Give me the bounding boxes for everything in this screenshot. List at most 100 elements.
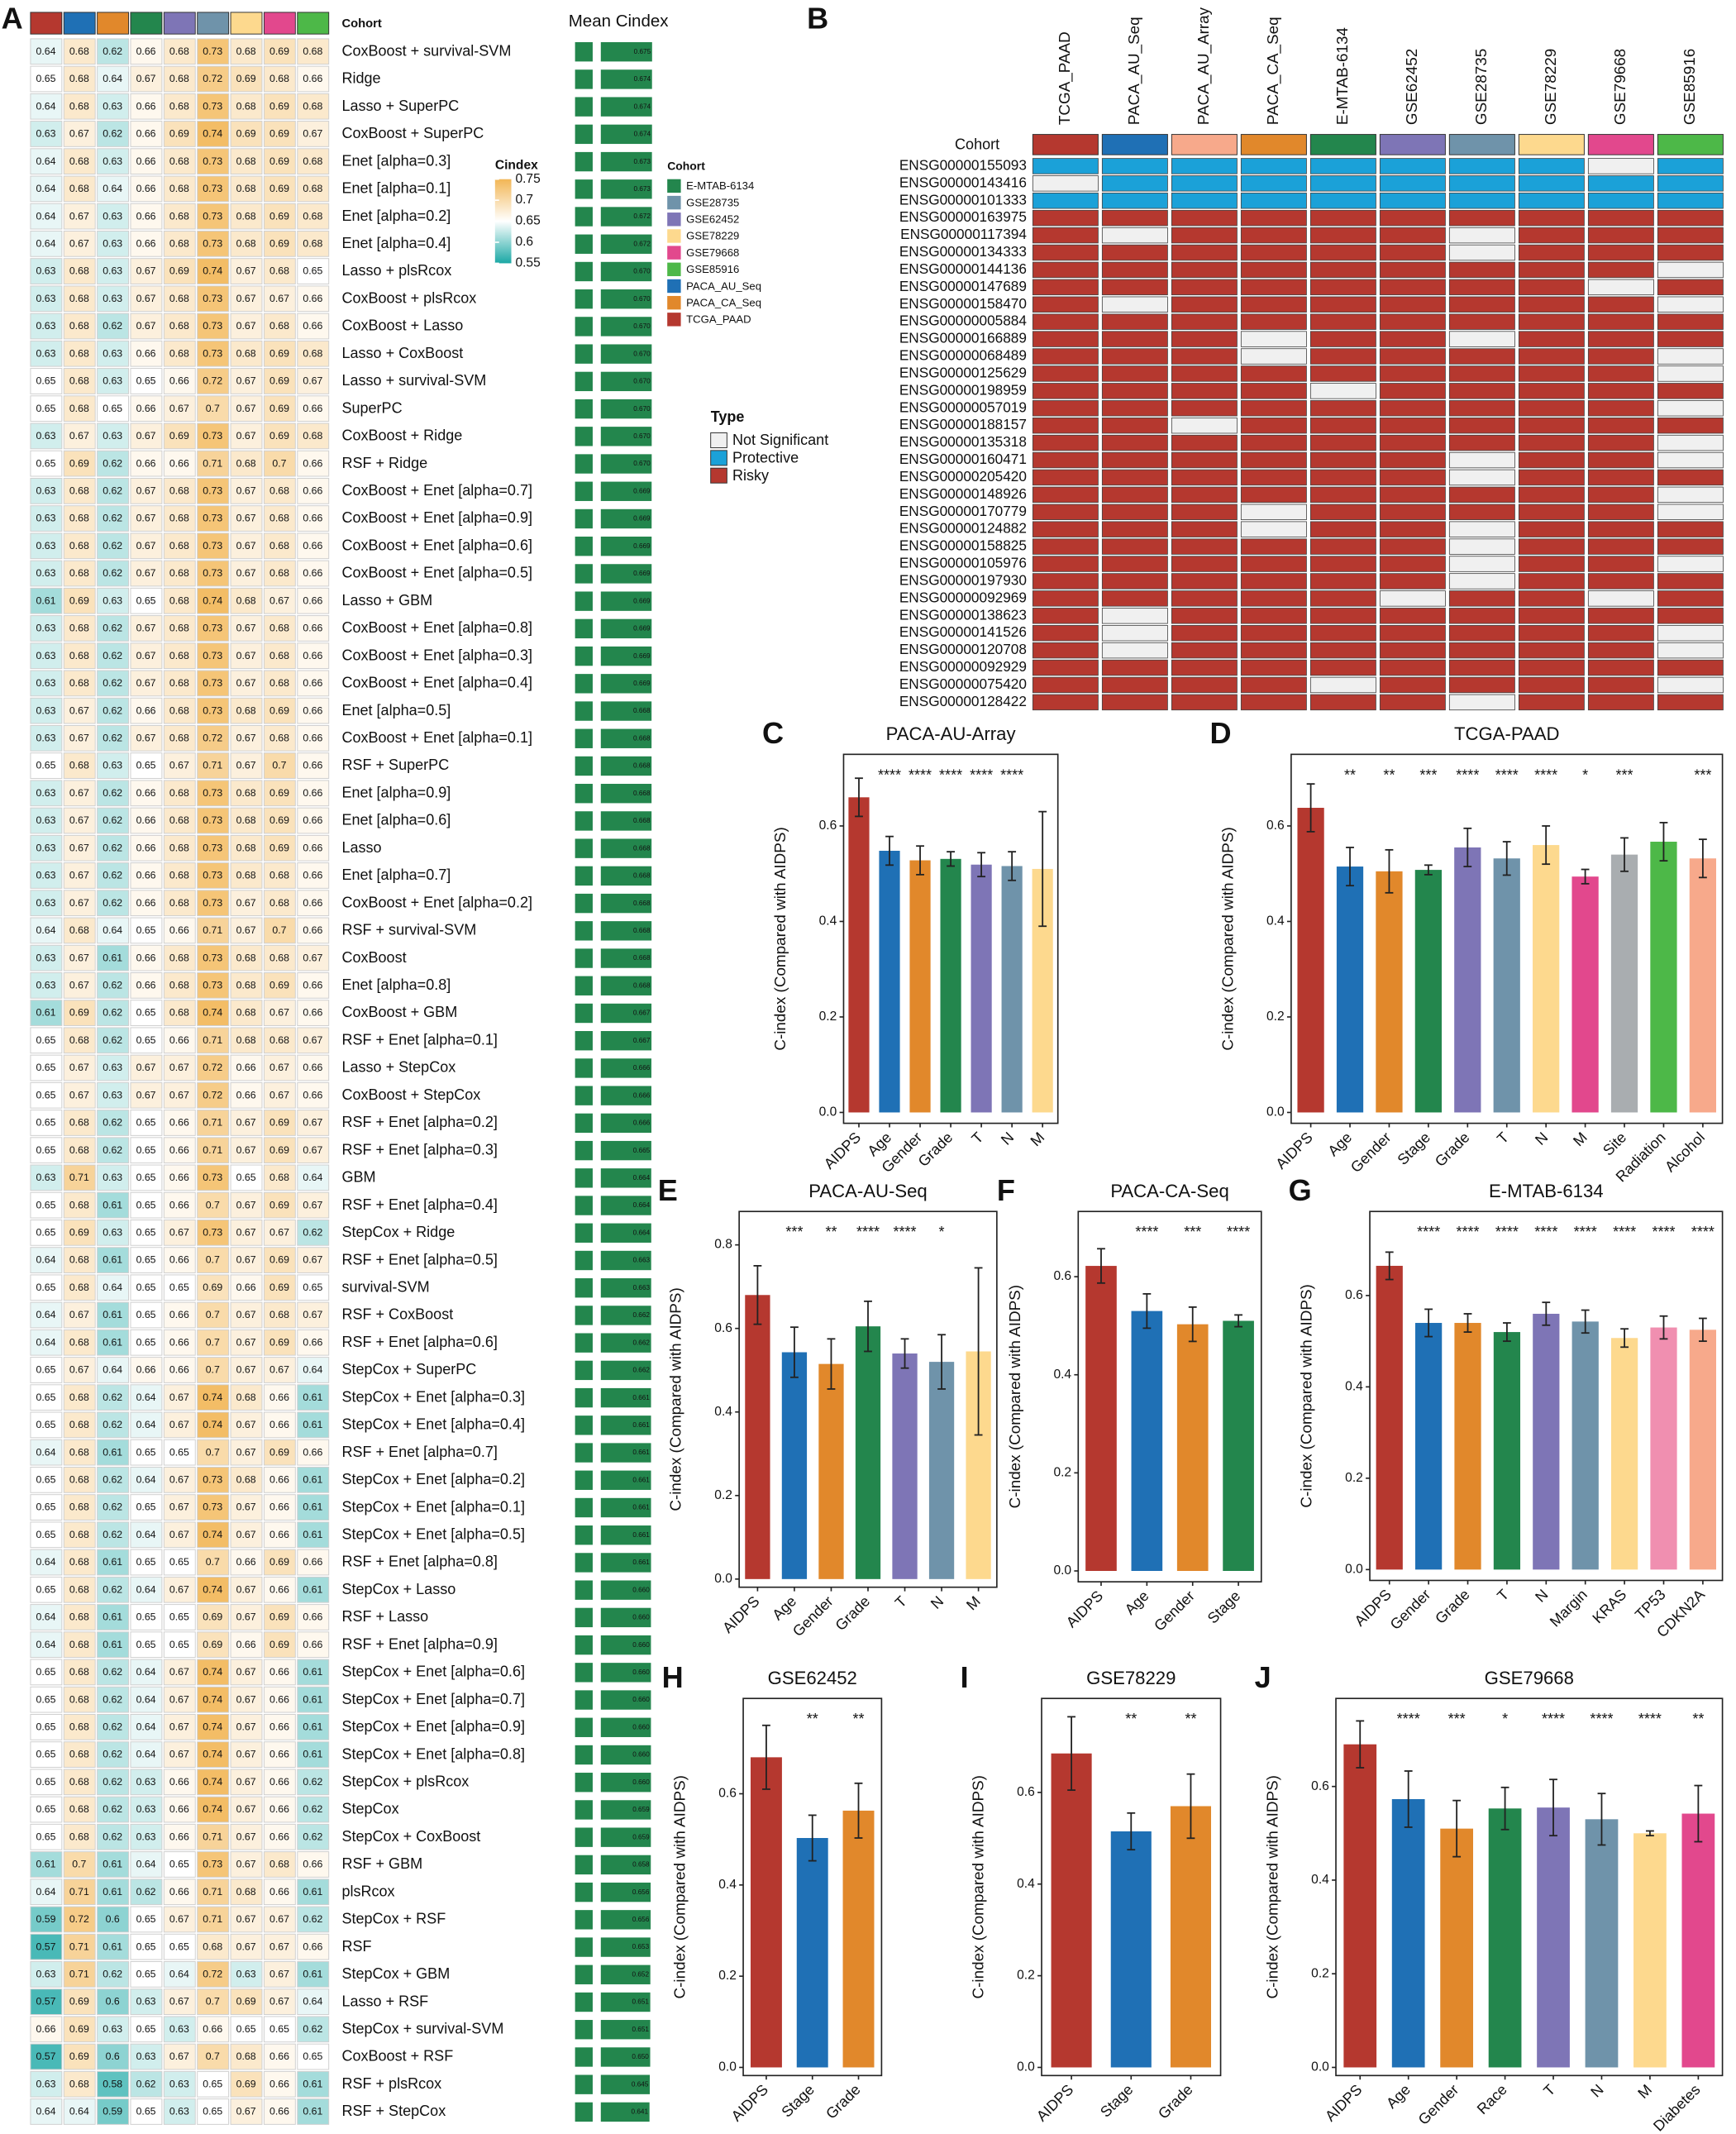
heat-cell (230, 1686, 263, 1713)
bar (1336, 866, 1364, 1113)
mean-marker (575, 1992, 593, 2012)
heat-cell-label: 0.7 (272, 760, 286, 771)
heat-cell (297, 560, 330, 587)
heat-cell-label: 0.68 (236, 842, 256, 853)
mean-label: 0.651 (632, 1998, 649, 2006)
heat-cell (97, 917, 130, 944)
status-cell (1379, 365, 1446, 382)
row-label: Lasso + StepCox (341, 1059, 455, 1076)
row-label: StepCox + GBM (341, 1965, 450, 1982)
x-tick-label: M (1570, 1129, 1591, 1149)
mean-label: 0.660 (632, 1614, 650, 1621)
mean-label: 0.674 (634, 103, 651, 110)
heat-cell (63, 1576, 96, 1603)
heat-cell-label: 0.66 (136, 403, 156, 414)
significance-label: ** (852, 1711, 864, 1727)
heat-cell (163, 230, 196, 257)
status-cell (1448, 244, 1515, 261)
status-cell (1657, 469, 1724, 486)
heat-cell (163, 93, 196, 120)
heat-cell (297, 1054, 330, 1081)
status-cell (1518, 227, 1585, 244)
heat-cell-label: 0.69 (236, 2078, 256, 2089)
significance-label: **** (1227, 1224, 1250, 1240)
status-cell (1587, 624, 1654, 642)
heat-cell-label: 0.67 (169, 1419, 189, 1430)
heat-cell-label: 0.62 (136, 2078, 156, 2089)
mean-label: 0.661 (632, 1531, 650, 1539)
heat-cell-label: 0.62 (103, 650, 122, 661)
status-cell (1240, 659, 1307, 676)
heat-cell-label: 0.63 (36, 320, 55, 332)
mean-marker (575, 1497, 593, 1518)
heat-cell-label: 0.67 (236, 1529, 256, 1540)
status-cell (1032, 694, 1099, 711)
heat-cell-label: 0.63 (103, 1172, 122, 1183)
heat-cell-label: 0.61 (103, 1254, 122, 1266)
heat-cell-label: 0.69 (69, 1227, 89, 1239)
heat-cell-label: 0.66 (203, 2023, 222, 2035)
status-cell (1448, 400, 1515, 417)
heat-cell-label: 0.65 (36, 1693, 55, 1705)
heat-cell (97, 65, 130, 93)
heat-cell-label: 0.68 (169, 567, 189, 579)
heat-cell-label: 0.68 (169, 293, 189, 304)
bar (1650, 842, 1677, 1113)
chart-title: PACA-AU-Array (886, 723, 1017, 744)
heat-cell-label: 0.68 (69, 760, 89, 771)
status-cell (1518, 331, 1585, 347)
heat-cell (63, 1301, 96, 1329)
heat-cell (30, 1851, 63, 1878)
column-label: PACA_AU_Seq (1125, 17, 1143, 125)
heat-cell (163, 752, 196, 779)
mean-marker (575, 1278, 593, 1298)
heat-cell-label: 0.68 (269, 320, 289, 332)
status-cell (1448, 538, 1515, 555)
heat-cell-label: 0.63 (136, 1776, 156, 1788)
heat-cell (30, 1549, 63, 1576)
status-cell (1448, 193, 1515, 209)
mean-bar (600, 756, 652, 776)
heat-cell-label: 0.68 (69, 320, 89, 332)
heat-cell-label: 0.63 (169, 2106, 189, 2117)
row-label: Lasso (341, 839, 381, 856)
heat-cell-label: 0.67 (169, 1529, 189, 1540)
row-label: CoxBoost + Enet [alpha=0.2] (341, 894, 532, 910)
heat-cell (230, 917, 263, 944)
mean-label: 0.675 (634, 48, 651, 55)
heat-cell-label: 0.65 (136, 1639, 156, 1650)
status-cell (1379, 227, 1446, 244)
heat-cell-label: 0.68 (169, 100, 189, 112)
heat-cell-label: 0.69 (269, 704, 289, 716)
status-cell (1032, 227, 1099, 244)
heat-cell-label: 0.65 (169, 1941, 189, 1952)
heat-cell-label: 0.66 (169, 1172, 189, 1183)
heat-cell-label: 0.68 (69, 1721, 89, 1733)
heat-cell (197, 1906, 230, 1933)
status-cell (1032, 624, 1099, 642)
heat-cell-label: 0.65 (136, 1199, 156, 1210)
heat-cell-label: 0.66 (303, 1446, 322, 1458)
heat-cell (97, 834, 130, 862)
heat-cell (63, 395, 96, 423)
status-cell (1171, 261, 1238, 279)
status-cell (1240, 676, 1307, 694)
heat-cell (97, 1851, 130, 1878)
mean-bar (600, 2020, 651, 2040)
mean-bar (600, 1470, 651, 1490)
heat-cell (297, 1988, 330, 2015)
status-cell (1240, 365, 1307, 382)
status-cell (1657, 261, 1724, 279)
heat-cell-label: 0.69 (269, 100, 289, 112)
heat-cell (197, 203, 230, 230)
row-label: CoxBoost + StepCox (341, 1086, 480, 1103)
heat-cell (130, 2043, 163, 2070)
heat-cell-label: 0.73 (203, 650, 222, 661)
mean-bar (600, 976, 652, 995)
heat-cell (297, 972, 330, 999)
heat-cell-label: 0.74 (203, 1749, 222, 1760)
status-cell (1518, 313, 1585, 330)
bar (1131, 1310, 1163, 1571)
heat-cell (130, 1796, 163, 1823)
heat-cell (197, 340, 230, 367)
